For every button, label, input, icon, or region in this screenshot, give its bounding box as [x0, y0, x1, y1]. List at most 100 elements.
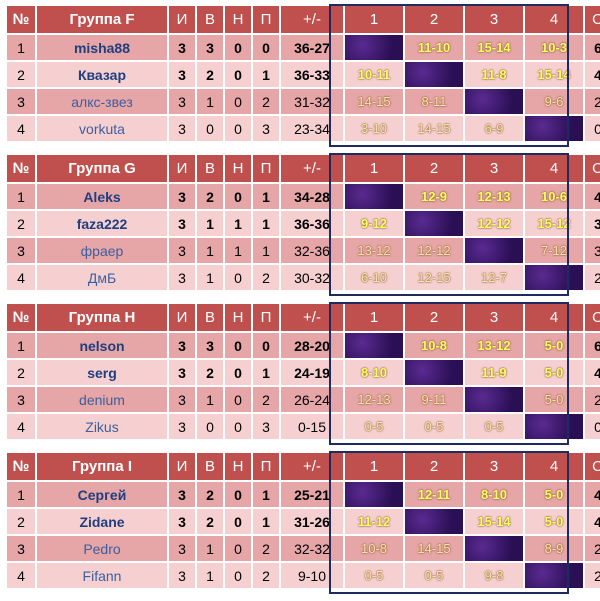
stat-i: 3	[169, 238, 195, 263]
match-score: 15-12	[525, 211, 583, 236]
goal-diff: 26-24	[281, 387, 343, 412]
group-title: Группа G	[37, 155, 167, 182]
header-wins: В	[197, 304, 223, 331]
points: 2	[585, 536, 600, 561]
header-losses: П	[253, 6, 279, 33]
match-score: 8-11	[405, 89, 463, 114]
standings-table: № Группа F И В Н П +/- 1 2 3 4 О 1 misha88 3 3 0 0 36-27 11…	[5, 4, 600, 143]
stat-v: 1	[197, 89, 223, 114]
match-score: 6-10	[345, 265, 403, 290]
goal-diff: 32-36	[281, 238, 343, 263]
match-score: 6-9	[465, 116, 523, 141]
stat-v: 0	[197, 414, 223, 439]
table-row: 1 nelson 3 3 0 0 28-20 10-8 13-12 5-0 6	[7, 333, 600, 358]
goal-diff: 9-10	[281, 563, 343, 588]
match-score: 13-12	[345, 238, 403, 263]
row-position: 1	[7, 184, 35, 209]
match-score: 0-5	[465, 414, 523, 439]
group-table: № Группа H И В Н П +/- 1 2 3 4 О 1 nelson 3 3 0 0 28-20 10-…	[5, 302, 600, 445]
header-wins: В	[197, 155, 223, 182]
points: 4	[585, 509, 600, 534]
stat-i: 3	[169, 89, 195, 114]
points: 6	[585, 333, 600, 358]
match-score: 12-12	[405, 238, 463, 263]
self-match-cell	[525, 563, 583, 588]
header-losses: П	[253, 453, 279, 480]
goal-diff: 28-20	[281, 333, 343, 358]
header-opponent-4: 4	[525, 6, 583, 33]
player-name: Fifann	[37, 563, 167, 588]
match-score: 8-10	[465, 482, 523, 507]
player-name: Aleks	[37, 184, 167, 209]
goal-diff: 36-36	[281, 211, 343, 236]
header-opponent-2: 2	[405, 155, 463, 182]
match-score: 3-10	[345, 116, 403, 141]
player-name: алкс-звез	[37, 89, 167, 114]
header-number: №	[7, 304, 35, 331]
stat-n: 0	[225, 536, 251, 561]
row-position: 4	[7, 116, 35, 141]
match-score: 9-6	[525, 89, 583, 114]
match-score: 9-8	[465, 563, 523, 588]
stat-i: 3	[169, 414, 195, 439]
header-opponent-2: 2	[405, 304, 463, 331]
match-score: 0-5	[405, 563, 463, 588]
match-score: 11-12	[345, 509, 403, 534]
header-opponent-2: 2	[405, 453, 463, 480]
stat-n: 0	[225, 62, 251, 87]
match-score: 5-0	[525, 387, 583, 412]
points: 4	[585, 184, 600, 209]
match-score: 12-11	[405, 482, 463, 507]
group-table: № Группа I И В Н П +/- 1 2 3 4 О 1 Сергей 3 2 0 1 25-21 12-…	[5, 451, 600, 594]
header-opponent-1: 1	[345, 155, 403, 182]
match-score: 15-14	[465, 509, 523, 534]
stat-v: 1	[197, 563, 223, 588]
goal-diff: 23-34	[281, 116, 343, 141]
player-name: nelson	[37, 333, 167, 358]
table-row: 4 Fifann 3 1 0 2 9-10 0-5 0-5 9-8 2	[7, 563, 600, 588]
stat-i: 3	[169, 509, 195, 534]
stat-n: 0	[225, 563, 251, 588]
header-losses: П	[253, 304, 279, 331]
goal-diff: 36-33	[281, 62, 343, 87]
self-match-cell	[345, 333, 403, 358]
self-match-cell	[405, 509, 463, 534]
table-header: № Группа H И В Н П +/- 1 2 3 4 О	[7, 304, 600, 331]
header-number: №	[7, 6, 35, 33]
self-match-cell	[405, 211, 463, 236]
points: 3	[585, 238, 600, 263]
match-score: 12-9	[405, 184, 463, 209]
player-name: фраер	[37, 238, 167, 263]
stat-v: 0	[197, 116, 223, 141]
self-match-cell	[345, 35, 403, 60]
header-losses: П	[253, 155, 279, 182]
stat-p: 0	[253, 333, 279, 358]
group-title: Группа H	[37, 304, 167, 331]
row-position: 1	[7, 35, 35, 60]
self-match-cell	[465, 387, 523, 412]
stat-n: 0	[225, 387, 251, 412]
player-name: denium	[37, 387, 167, 412]
header-points: О	[585, 6, 600, 33]
points: 4	[585, 360, 600, 385]
stat-i: 3	[169, 184, 195, 209]
player-name: Zikus	[37, 414, 167, 439]
match-score: 5-0	[525, 509, 583, 534]
header-goal-diff: +/-	[281, 155, 343, 182]
match-score: 10-3	[525, 35, 583, 60]
goal-diff: 32-32	[281, 536, 343, 561]
points: 0	[585, 116, 600, 141]
header-draws: Н	[225, 453, 251, 480]
self-match-cell	[345, 482, 403, 507]
header-games: И	[169, 155, 195, 182]
table-header: № Группа G И В Н П +/- 1 2 3 4 О	[7, 155, 600, 182]
stat-v: 1	[197, 536, 223, 561]
match-score: 11-9	[465, 360, 523, 385]
table-row: 3 Pedro 3 1 0 2 32-32 10-8 14-15 8-9 2	[7, 536, 600, 561]
table-row: 1 Aleks 3 2 0 1 34-28 12-9 12-13 10-6 4	[7, 184, 600, 209]
header-opponent-1: 1	[345, 304, 403, 331]
stat-i: 3	[169, 211, 195, 236]
row-position: 3	[7, 89, 35, 114]
header-opponent-1: 1	[345, 453, 403, 480]
stat-i: 3	[169, 333, 195, 358]
